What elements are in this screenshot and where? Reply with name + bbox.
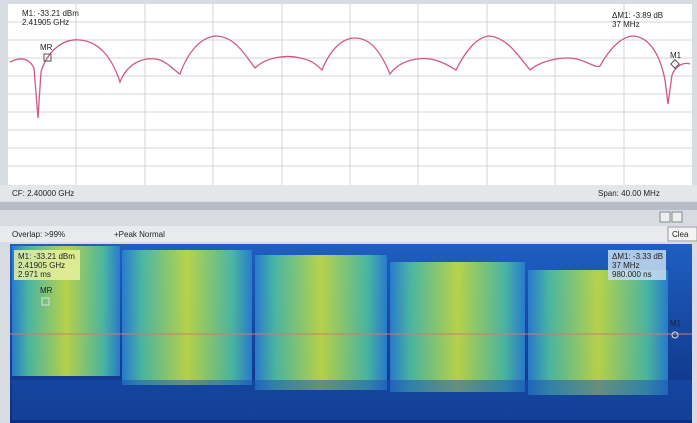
toolbar	[0, 226, 697, 242]
splitter	[0, 202, 697, 210]
span: Span: 40.00 MHz	[598, 189, 660, 198]
delta-readout: 37 MHz	[612, 20, 640, 29]
marker-mr	[43, 53, 52, 62]
clear-button[interactable]	[667, 226, 697, 242]
spectrum-trace	[9, 35, 691, 119]
marker-m1	[670, 59, 680, 69]
delta-readout: ΔM1: -3.89 dB	[612, 11, 663, 20]
overlap: Overlap: >99%	[12, 230, 65, 239]
delta-readout: 37 MHz	[612, 261, 640, 270]
marker-readout: M1: -33.21 dBm	[22, 9, 79, 18]
delta-readout: ΔM1: -3.33 dB	[612, 252, 663, 261]
marker-label: MR	[40, 286, 53, 295]
marker-label: MR	[40, 43, 53, 52]
marker-readout: 2.41905 GHz	[18, 261, 65, 270]
marker-readout-box	[14, 250, 80, 280]
status-bar	[0, 185, 697, 201]
maximize-button[interactable]	[671, 211, 683, 223]
marker-mr	[41, 297, 50, 306]
delta-readout: 980.000 ns	[612, 270, 652, 279]
center-frequency: CF: 2.40000 GHz	[12, 189, 74, 198]
detector: +Peak Normal	[114, 230, 165, 239]
marker-label: M1	[670, 51, 682, 60]
marker-readout: M1: -33.21 dBm	[18, 252, 75, 261]
marker-readout: 2.41905 GHz	[22, 18, 69, 27]
marker-label: M1	[670, 319, 682, 328]
clear-button-label: Clea	[672, 230, 689, 239]
marker-readout: 2.971 ms	[18, 270, 51, 279]
spectrum-grid	[8, 4, 692, 185]
spectrogram-bands	[12, 246, 692, 420]
marker-m1	[671, 331, 679, 339]
delta-readout-box	[608, 250, 666, 280]
minimize-button[interactable]	[659, 211, 671, 223]
